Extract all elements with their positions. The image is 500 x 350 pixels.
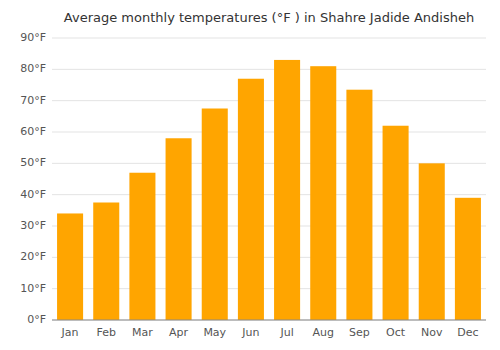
- bars: [57, 60, 481, 320]
- y-tick-label: 40°F: [20, 188, 46, 201]
- x-axis-line: [52, 320, 486, 321]
- title: Average monthly temperatures (°F ) in Sh…: [64, 10, 474, 25]
- x-tick-label: Feb: [97, 326, 116, 339]
- bar: [310, 66, 336, 320]
- bar: [419, 163, 445, 320]
- y-tick-label: 90°F: [20, 31, 46, 44]
- x-tick-label: Dec: [457, 326, 478, 339]
- x-tick-label: Nov: [421, 326, 443, 339]
- bar: [274, 60, 300, 320]
- bar: [93, 203, 119, 321]
- y-axis: 0°F 10°F 20°F 30°F 40°F 50°F 60°F 70°F 80°F 90°F: [20, 31, 46, 326]
- bar: [383, 126, 409, 320]
- grid-line: [52, 38, 486, 39]
- bar: [166, 138, 192, 320]
- bar: [346, 90, 372, 320]
- y-tick-label: 70°F: [20, 94, 46, 107]
- y-tick-label: 20°F: [20, 250, 46, 263]
- y-tick-label: 60°F: [20, 125, 46, 138]
- x-axis: Jan Feb Mar Apr May Jun Jul Aug Sep Oct Nov Dec: [61, 326, 479, 339]
- x-tick-label: May: [203, 326, 226, 339]
- x-tick-label: Jan: [61, 326, 79, 339]
- x-tick-label: Oct: [386, 326, 406, 339]
- grid: [52, 38, 486, 320]
- bar: [57, 213, 83, 320]
- bar: [238, 79, 264, 320]
- chart: 0°F 10°F 20°F 30°F 40°F 50°F 60°F 70°F 80°F 90°F J…: [0, 0, 500, 350]
- x-tick-label: Jun: [241, 326, 259, 339]
- y-tick-label: 10°F: [20, 282, 46, 295]
- y-tick-label: 0°F: [27, 313, 46, 326]
- grid-line: [52, 320, 486, 321]
- bar: [455, 198, 481, 320]
- x-tick-label: Apr: [169, 326, 189, 339]
- bar: [202, 109, 228, 321]
- x-tick-label: Mar: [132, 326, 153, 339]
- y-tick-label: 50°F: [20, 156, 46, 169]
- grid-line: [52, 132, 486, 133]
- bar: [129, 173, 155, 320]
- x-tick-label: Aug: [313, 326, 334, 339]
- grid-line: [52, 100, 486, 101]
- x-tick-label: Jul: [279, 326, 293, 339]
- y-tick-label: 80°F: [20, 62, 46, 75]
- chart-container: 0°F 10°F 20°F 30°F 40°F 50°F 60°F 70°F 80°F 90°F J…: [0, 0, 500, 350]
- grid-line: [52, 69, 486, 70]
- x-tick-label: Sep: [349, 326, 370, 339]
- y-tick-label: 30°F: [20, 219, 46, 232]
